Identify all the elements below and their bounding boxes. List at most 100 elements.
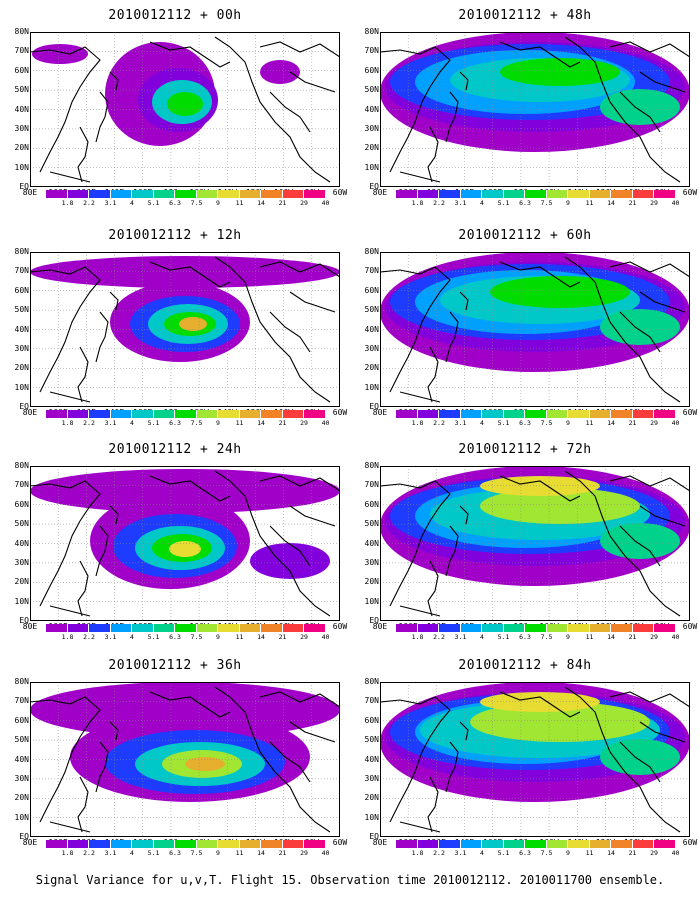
latitude-label: 10N <box>364 162 379 172</box>
colorbar-swatch <box>439 410 461 418</box>
latitude-label: EQ <box>19 402 29 411</box>
variance-contour <box>169 541 201 557</box>
longitude-label: 80E <box>22 188 38 197</box>
latitude-label: 40N <box>14 538 29 548</box>
colorbar-swatch <box>132 624 154 632</box>
colorbar-swatch <box>196 840 218 848</box>
latitude-label: EQ <box>19 182 29 191</box>
variance-contour <box>600 309 680 345</box>
colorbar-swatch <box>175 410 197 418</box>
variance-map <box>30 32 340 187</box>
latitude-label: 50N <box>364 519 379 529</box>
colorbar-label: 3.1 <box>104 849 117 857</box>
variance-contour <box>480 476 600 496</box>
latitude-label: EQ <box>369 832 379 841</box>
longitude-label: 60W <box>682 838 698 847</box>
colorbar-swatch <box>218 624 240 632</box>
colorbar-label: 11 <box>235 849 244 857</box>
variance-map <box>380 466 690 621</box>
latitude-label: 80N <box>14 247 29 256</box>
colorbar-swatch <box>153 410 175 418</box>
colorbar-label: 5.1 <box>497 633 510 641</box>
colorbar-swatch <box>654 624 676 632</box>
colorbar-swatch <box>611 410 633 418</box>
colorbar-label: 7.5 <box>190 419 203 427</box>
colorbar-label: 1.8 <box>411 849 424 857</box>
colorbar-label: 21 <box>628 419 637 427</box>
colorbar-label: 40 <box>321 633 330 641</box>
colorbar-swatch <box>417 840 439 848</box>
colorbar-label: 6.3 <box>519 199 531 207</box>
colorbar-label: 4 <box>130 199 134 207</box>
latitude-label: 80N <box>364 677 379 686</box>
colorbar-swatch <box>654 190 676 198</box>
colorbar-swatch <box>503 190 525 198</box>
colorbar-swatch <box>218 840 240 848</box>
latitude-label: 70N <box>364 46 379 56</box>
latitude-label: 50N <box>364 85 379 95</box>
latitude-label: 30N <box>14 123 29 133</box>
colorbar-label: 14 <box>257 849 265 857</box>
latitude-label: 30N <box>364 343 379 353</box>
latitude-label: 30N <box>364 123 379 133</box>
colorbar-label: 1.8 <box>61 419 74 427</box>
colorbar-label: 9 <box>216 633 220 641</box>
colorbar-swatch <box>546 190 568 198</box>
colorbar-swatch <box>632 190 654 198</box>
variance-shading <box>30 469 340 589</box>
colorbar-label: 9 <box>566 849 570 857</box>
latitude-label: 60N <box>14 65 29 75</box>
colorbar-label: 9 <box>566 633 570 641</box>
latitude-label: 30N <box>14 343 29 353</box>
colorbar-swatch <box>67 190 89 198</box>
latitude-label: 60N <box>14 715 29 725</box>
colorbar: 1.8 2.2 3.1 4 5.1 6.3 7.5 9 11 14 21 29 40 <box>46 624 329 642</box>
colorbar-label: 21 <box>278 633 287 641</box>
latitude-label: 50N <box>364 735 379 745</box>
panel-title: 2010012112 + 60h <box>458 228 592 243</box>
colorbar-label: 5.1 <box>497 849 510 857</box>
colorbar-label: 21 <box>628 199 637 207</box>
latitude-label: 20N <box>364 143 379 153</box>
colorbar-swatch <box>654 410 676 418</box>
colorbar-swatch <box>417 190 439 198</box>
variance-map <box>380 682 690 837</box>
colorbar-label: 1.8 <box>61 199 74 207</box>
colorbar-label: 6.3 <box>169 199 181 207</box>
colorbar-label: 14 <box>607 419 615 427</box>
longitude-label: 80E <box>22 622 38 631</box>
colorbar-label: 5.1 <box>147 849 160 857</box>
longitude-label: 60W <box>682 188 698 197</box>
variance-contour <box>480 488 640 524</box>
variance-contour <box>260 60 300 84</box>
longitude-label: 80E <box>22 408 38 417</box>
colorbar-swatch <box>132 840 154 848</box>
colorbar-swatch <box>482 190 504 198</box>
colorbar-swatch <box>503 624 525 632</box>
colorbar-label: 1.8 <box>61 849 74 857</box>
forecast-map-panel: 2010012112 + 24h 80N 70N 60N 50N 40N 30N 20N 10N… <box>10 442 348 647</box>
colorbar-label: 4 <box>480 633 484 641</box>
colorbar-label: 14 <box>607 633 615 641</box>
colorbar-swatch <box>632 840 654 848</box>
latitude-label: 70N <box>14 696 29 706</box>
colorbar-label: 5.1 <box>497 199 510 207</box>
map-frame <box>380 32 690 187</box>
colorbar-swatch <box>417 410 439 418</box>
colorbar-swatch <box>110 190 132 198</box>
colorbar-label: 3.1 <box>454 419 467 427</box>
variance-contour <box>250 543 330 579</box>
colorbar: 1.8 2.2 3.1 4 5.1 6.3 7.5 9 11 14 21 29 40 <box>396 410 679 428</box>
latitude-label: 10N <box>14 596 29 606</box>
latitude-label: 20N <box>14 363 29 373</box>
colorbar-swatch <box>132 190 154 198</box>
colorbar-label: 11 <box>585 633 594 641</box>
colorbar-swatch <box>611 624 633 632</box>
colorbar-swatch <box>482 840 504 848</box>
colorbar-swatch <box>282 190 304 198</box>
colorbar-swatch <box>460 410 482 418</box>
colorbar-label: 3.1 <box>104 199 117 207</box>
colorbar-label: 6.3 <box>169 849 181 857</box>
colorbar: 1.8 2.2 3.1 4 5.1 6.3 7.5 9 11 14 21 29 40 <box>396 840 679 858</box>
latitude-label: 80N <box>364 461 379 470</box>
